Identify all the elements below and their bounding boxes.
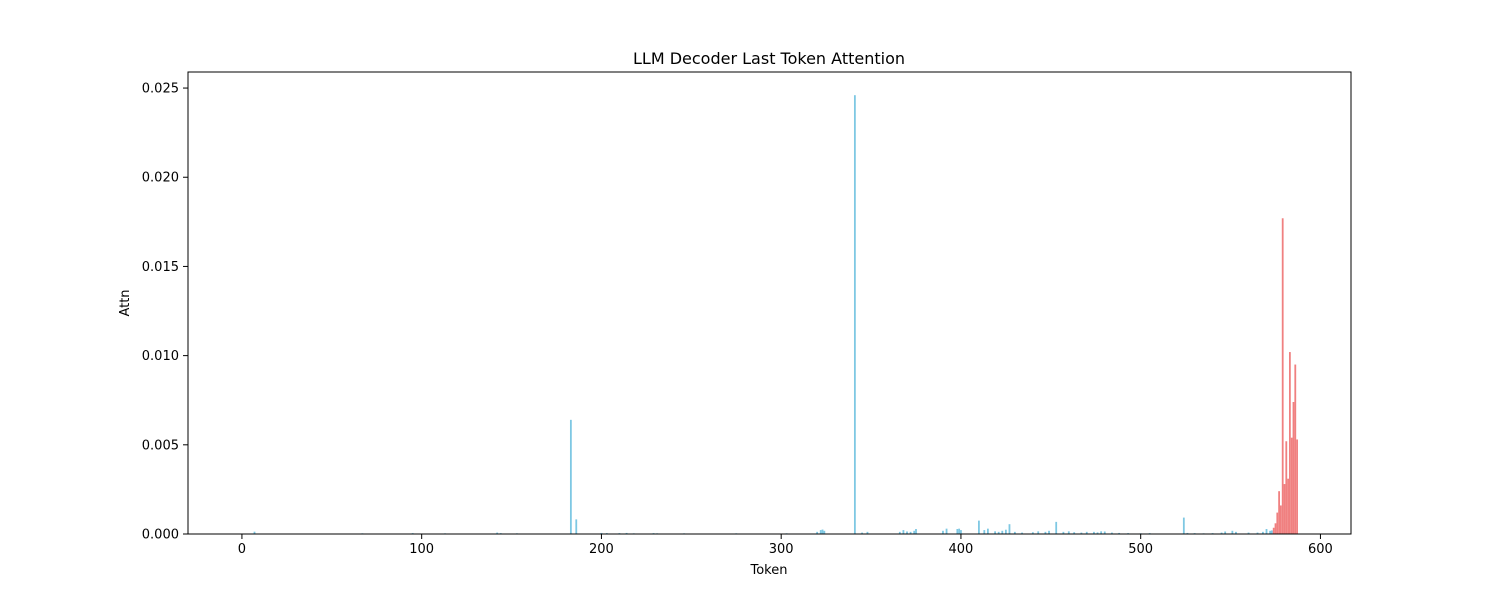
- bar-series1-token-370: [906, 531, 908, 534]
- x-tick-label: 400: [949, 542, 974, 557]
- bar-series1-token-524: [1182, 517, 1185, 534]
- bar-series1-token-345: [861, 532, 863, 534]
- bar-series1-token-447: [1044, 531, 1047, 534]
- bar-series2-token-574: [1272, 527, 1275, 534]
- bar-series1-token-463: [1073, 532, 1076, 534]
- y-tick-label: 0.010: [142, 349, 179, 364]
- bar-series2-token-579: [1281, 218, 1284, 534]
- bar-series1-token-449: [1048, 530, 1050, 534]
- bar-series1-token-392: [945, 528, 948, 534]
- bar-series1-token-323: [821, 529, 824, 534]
- bar-series1-token-545: [1220, 532, 1223, 534]
- x-tick-label: 100: [409, 542, 434, 557]
- bar-series1-token-430: [1013, 531, 1016, 534]
- bar-series1-token-415: [987, 528, 989, 534]
- bar-series2-token-582: [1287, 478, 1289, 534]
- bar-series1-token-488: [1118, 532, 1121, 534]
- y-tick-label: 0.020: [142, 171, 179, 186]
- y-tick-label: 0.000: [142, 528, 179, 543]
- bar-series1-token-453: [1055, 521, 1058, 534]
- bar-series1-token-413: [983, 530, 986, 534]
- bar-series2-token-580: [1283, 484, 1286, 534]
- bar-series2-token-585: [1292, 402, 1295, 534]
- bar-series1-token-399: [958, 528, 961, 534]
- bar-series2-token-577: [1278, 491, 1280, 534]
- x-tick-label: 200: [589, 542, 614, 557]
- bar-series1-token-398: [956, 529, 959, 534]
- bar-series2-token-578: [1279, 505, 1282, 534]
- bar-series1-token-476: [1096, 532, 1099, 534]
- bar-series1-token-372: [909, 531, 912, 534]
- bar-series1-token-568: [1262, 531, 1264, 534]
- bar-series1-token-443: [1037, 531, 1040, 534]
- bar-series1-token-214: [625, 532, 628, 534]
- y-tick-label: 0.025: [142, 82, 179, 97]
- bar-series1-token-320: [816, 531, 819, 534]
- bar-series1-token-560: [1247, 532, 1250, 534]
- x-tick-label: 500: [1128, 542, 1153, 557]
- x-axis-label: Token: [750, 563, 788, 578]
- bar-series2-token-575: [1274, 523, 1277, 534]
- bar-series1-token-480: [1103, 531, 1106, 534]
- bar-series1-token-410: [978, 520, 980, 534]
- x-axis: 0 100 200 300 400 500 600: [238, 534, 1333, 557]
- x-tick-label: 600: [1308, 542, 1333, 557]
- bar-series1-token-183: [569, 419, 572, 534]
- bar-series1-token-427: [1008, 524, 1011, 534]
- bar-series1-token-322: [819, 530, 822, 534]
- chart-title: LLM Decoder Last Token Attention: [633, 49, 905, 68]
- bar-series1-token-460: [1067, 531, 1070, 534]
- bar-series1-token-484: [1111, 532, 1113, 534]
- bar-series1-token-551: [1231, 530, 1234, 534]
- bar-series1-token-366: [898, 531, 901, 534]
- bar-series1-token-470: [1085, 531, 1088, 534]
- y-tick-label: 0.015: [142, 260, 179, 275]
- bar-series1-token-425: [1004, 529, 1007, 534]
- bar-series1-token-142: [496, 532, 499, 534]
- bar-series1-token-421: [997, 531, 1000, 534]
- bar-series1-token-348: [866, 531, 869, 534]
- bar-series1-token-200: [600, 532, 603, 534]
- y-axis-label: Attn: [118, 289, 133, 316]
- x-tick-label: 300: [769, 542, 794, 557]
- bar-series2-token-584: [1290, 437, 1293, 534]
- bar-series1-token-547: [1224, 531, 1227, 534]
- bar-series2-token-576: [1276, 512, 1279, 534]
- bar-series1-token-573: [1271, 530, 1273, 534]
- bar-series1-token-7: [253, 531, 256, 534]
- bar-series1-token-390: [942, 530, 944, 534]
- bar-series1-token-474: [1093, 531, 1095, 534]
- bar-series1-token-434: [1021, 532, 1023, 534]
- bar-series1-token-375: [915, 529, 917, 534]
- plot-frame: [187, 71, 1352, 535]
- bar-series2-token-587: [1296, 439, 1298, 534]
- bar-series1-token-423: [1001, 530, 1004, 534]
- bar-series1-token-324: [823, 530, 826, 534]
- bar-series2-token-583: [1288, 352, 1291, 534]
- bar-series1-token-478: [1100, 531, 1103, 534]
- bar-series1-token-368: [902, 530, 905, 534]
- bar-series1-token-374: [913, 530, 916, 534]
- bar-series2-token-586: [1294, 364, 1297, 534]
- x-tick-label: 0: [238, 542, 246, 557]
- bar-series1-token-186: [575, 519, 578, 534]
- bar-series1-token-570: [1265, 529, 1268, 534]
- bar-series1-token-467: [1080, 532, 1083, 534]
- bar-series1-token-457: [1062, 531, 1065, 534]
- bar-series1-token-419: [994, 531, 996, 534]
- bar-series1-token-526: [1186, 532, 1189, 534]
- y-tick-label: 0.005: [142, 438, 179, 453]
- bar-series1-token-400: [960, 530, 962, 534]
- y-axis: 0.000 0.005 0.010 0.015 0.020 0.025: [142, 82, 188, 543]
- bar-series1-token-440: [1031, 532, 1034, 534]
- bar-series2-token-581: [1285, 441, 1288, 534]
- bar-series1-token-341: [853, 95, 856, 535]
- bar-series1-token-565: [1256, 532, 1259, 534]
- bar-series1-token-553: [1235, 531, 1237, 534]
- bar-series1-token-572: [1269, 530, 1272, 534]
